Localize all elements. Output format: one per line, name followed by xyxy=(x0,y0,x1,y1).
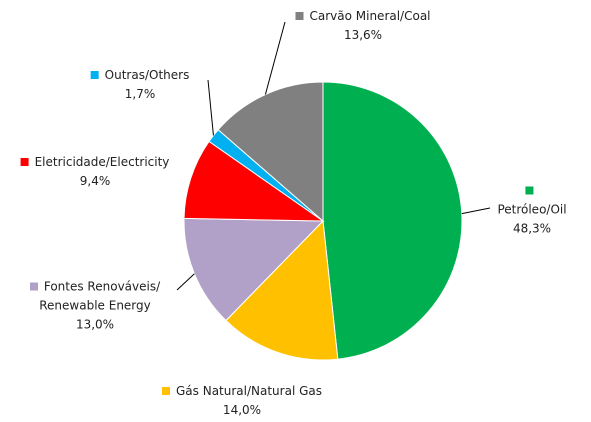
data-label: Eletricidade/Electricity 9,4% xyxy=(20,153,170,191)
pie-slice xyxy=(225,219,339,361)
value-label: 9,4% xyxy=(79,174,111,188)
value-label: 1,7% xyxy=(124,87,156,101)
leader-line xyxy=(461,207,491,215)
data-label: Fontes Renováveis/ Renewable Energy 13,0% xyxy=(10,278,180,335)
value-label: 14,0% xyxy=(222,403,262,417)
category-label: Eletricidade/Electricity xyxy=(34,155,170,169)
pie-slice xyxy=(217,81,324,223)
pie-slice xyxy=(322,81,463,360)
leader-line xyxy=(176,273,195,291)
legend-swatch xyxy=(90,71,99,79)
category-label: Gás Natural/Natural Gas xyxy=(175,384,323,398)
leader-line xyxy=(264,21,286,95)
pie-slice xyxy=(183,140,325,222)
legend-swatch xyxy=(29,282,38,291)
value-label: 13,6% xyxy=(343,28,383,42)
leader-line xyxy=(207,79,214,136)
legend-swatch xyxy=(161,387,170,395)
category-label: Carvão Mineral/Coal xyxy=(309,9,431,23)
legend-swatch xyxy=(295,12,304,20)
value-label: 48,3% xyxy=(512,221,552,236)
data-label: Petróleo/Oil 48,3% xyxy=(497,182,567,239)
category-label: Outras/Others xyxy=(104,68,190,82)
legend-swatch xyxy=(20,158,29,166)
category-label: Petróleo/Oil xyxy=(497,202,567,217)
data-label: Gás Natural/Natural Gas 14,0% xyxy=(161,382,323,420)
legend-swatch xyxy=(525,186,533,195)
data-label: Outras/Others 1,7% xyxy=(90,66,190,104)
pie-slice xyxy=(183,217,325,322)
value-label: 13,0% xyxy=(75,317,115,332)
category-label: Fontes Renováveis/ Renewable Energy xyxy=(39,279,161,313)
data-label: Carvão Mineral/Coal 13,6% xyxy=(295,7,431,45)
